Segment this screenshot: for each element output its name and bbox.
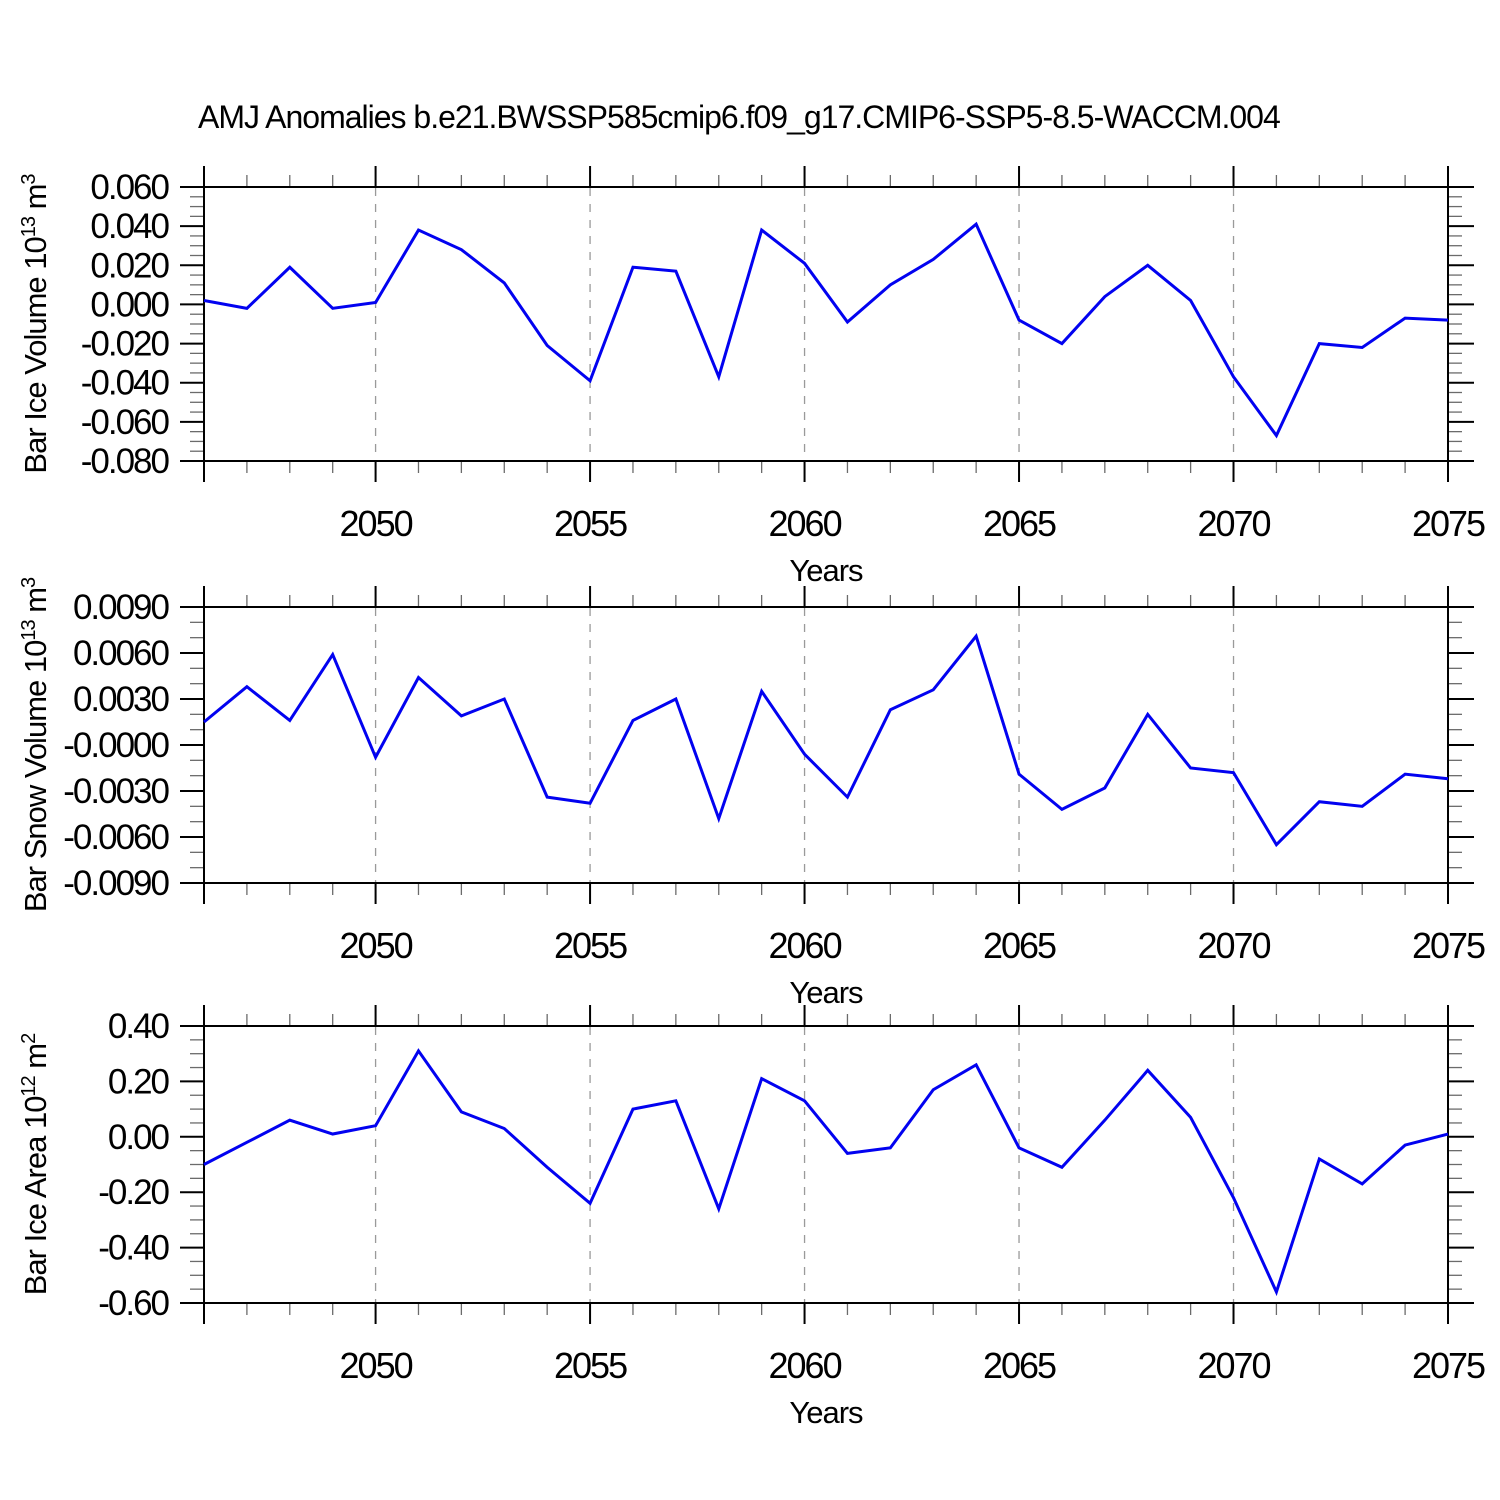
series-line-bar-ice-area	[203, 1048, 1449, 1297]
x-tick-label: 2065	[983, 1345, 1056, 1386]
y-tick-label: 0.060	[90, 168, 169, 207]
x-tick-label: 2055	[554, 1345, 627, 1386]
x-tick-label: 2050	[340, 925, 413, 966]
x-tick-label: 2060	[769, 925, 842, 966]
x-axis-title: Years	[789, 975, 863, 1010]
x-tick-label: 2075	[1412, 1345, 1485, 1386]
y-axis-title-text: Bar Ice Area 10	[18, 1096, 53, 1295]
y-axis-title-superscript: 2	[18, 1033, 40, 1044]
y-tick-label: 0.0090	[73, 588, 170, 627]
x-tick-label: 2075	[1412, 503, 1485, 544]
x-axis-title: Years	[789, 1395, 863, 1430]
y-axis-title-text: m	[18, 1044, 53, 1076]
y-tick-label: -0.40	[98, 1229, 169, 1268]
y-tick-label: 0.000	[90, 285, 169, 324]
y-axis-title-text: m	[18, 588, 53, 620]
y-tick-label: 0.020	[90, 246, 169, 285]
y-tick-label: 0.20	[108, 1062, 170, 1101]
y-tick-label: 0.0060	[73, 634, 170, 673]
series-line-bar-ice-volume	[203, 221, 1449, 439]
x-tick-label: 2050	[340, 1345, 413, 1386]
y-tick-label: -0.20	[98, 1173, 169, 1212]
y-tick-label: -0.080	[81, 442, 170, 481]
y-tick-label: -0.0090	[63, 864, 169, 903]
y-axis-title-text: m	[18, 185, 53, 217]
x-tick-label: 2070	[1197, 503, 1270, 544]
x-tick-label: 2055	[554, 925, 627, 966]
y-axis-title: Bar Snow Volume 1013 m3	[18, 577, 53, 912]
y-tick-label: 0.00	[108, 1118, 170, 1157]
y-tick-label: 0.40	[108, 1007, 170, 1046]
y-tick-label: -0.0060	[63, 818, 169, 857]
y-tick-label: -0.0030	[63, 772, 169, 811]
y-tick-label: 0.040	[90, 207, 169, 246]
y-axis-title: Bar Ice Volume 1013 m3	[18, 174, 53, 474]
y-axis-title: Bar Ice Area 1012 m2	[18, 1033, 53, 1295]
y-axis-title-superscript: 13	[18, 216, 40, 237]
x-tick-label: 2050	[340, 503, 413, 544]
x-tick-label: 2060	[769, 1345, 842, 1386]
panel-bar-ice-volume: 0.0600.0400.0200.000-0.020-0.040-0.060-0…	[18, 166, 1487, 588]
y-axis-title-superscript: 13	[18, 620, 40, 641]
y-axis-title-text: Bar Snow Volume 10	[18, 640, 53, 912]
x-tick-label: 2065	[983, 503, 1056, 544]
x-tick-label: 2075	[1412, 925, 1485, 966]
x-tick-label: 2055	[554, 503, 627, 544]
panels-group: 0.0600.0400.0200.000-0.020-0.040-0.060-0…	[18, 166, 1487, 1430]
y-axis-title-superscript: 3	[18, 577, 40, 588]
y-tick-label: 0.0030	[73, 680, 170, 719]
panel-bar-snow-volume: 0.0090 0.0060 0.0030 -0.0000 -0.0030 -0.0060 -…	[18, 577, 1487, 1010]
x-tick-label: 2070	[1197, 925, 1270, 966]
y-tick-label: -0.060	[81, 403, 170, 442]
y-tick-label: -0.60	[98, 1284, 169, 1323]
y-axis-title-text: Bar Ice Volume 10	[18, 236, 53, 473]
y-axis-title-superscript: 12	[18, 1075, 40, 1096]
y-tick-label: -0.0000	[63, 726, 169, 765]
y-tick-label: -0.040	[81, 364, 170, 403]
figure-title: AMJ Anomalies b.e21.BWSSP585cmip6.f09_g1…	[198, 99, 1280, 135]
x-tick-label: 2070	[1197, 1345, 1270, 1386]
x-axis-title: Years	[789, 553, 863, 588]
x-tick-label: 2065	[983, 925, 1056, 966]
y-axis-title-superscript: 3	[18, 174, 40, 185]
x-tick-label: 2060	[769, 503, 842, 544]
panel-bar-ice-area: 0.40 0.20 0.00 -0.20 -0.40 -0.60 2050 2055 2060 2…	[18, 1005, 1487, 1430]
series-line-bar-snow-volume	[203, 632, 1449, 848]
y-tick-label: -0.020	[81, 325, 170, 364]
